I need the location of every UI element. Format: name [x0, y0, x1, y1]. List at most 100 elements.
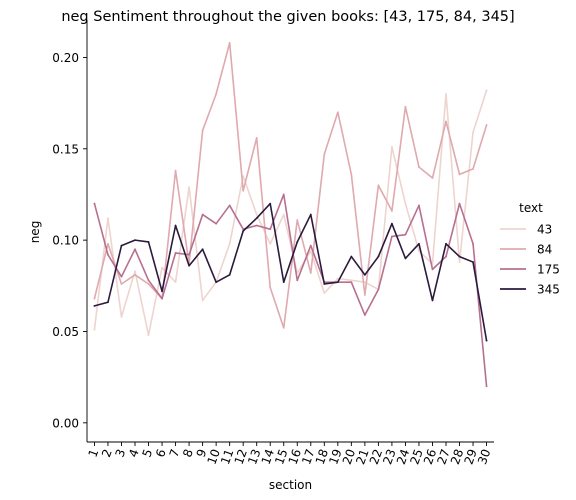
data-point-175-22 — [377, 288, 380, 291]
data-point-84-14 — [269, 286, 272, 289]
data-point-43-27 — [445, 93, 447, 95]
data-point-43-29 — [472, 131, 474, 134]
data-point-43-11 — [228, 242, 231, 245]
data-point-84-25 — [418, 166, 420, 168]
data-point-43-12 — [242, 175, 245, 178]
data-point-345-26 — [431, 299, 434, 302]
data-point-345-2 — [107, 301, 109, 304]
data-point-84-12 — [242, 189, 245, 192]
data-point-43-19 — [336, 277, 339, 280]
x-tick-label: 16 — [286, 447, 304, 466]
data-point-43-4 — [134, 270, 136, 273]
data-point-345-21 — [363, 273, 366, 276]
data-point-43-23 — [391, 146, 393, 148]
data-point-345-7 — [174, 224, 177, 227]
data-point-345-1 — [93, 305, 96, 307]
data-point-175-10 — [215, 222, 218, 225]
x-tick-label: 4 — [126, 447, 142, 459]
data-point-84-18 — [323, 153, 326, 156]
data-point-175-15 — [282, 193, 285, 196]
data-point-345-27 — [445, 242, 447, 245]
data-point-345-16 — [296, 241, 299, 243]
data-point-175-29 — [472, 242, 474, 245]
data-point-345-8 — [188, 264, 190, 267]
data-point-43-9 — [201, 299, 204, 302]
data-point-175-2 — [107, 253, 109, 256]
x-tick-label: 20 — [340, 447, 358, 466]
data-point-345-5 — [147, 241, 150, 243]
data-point-345-10 — [215, 281, 218, 284]
x-tick-label: 13 — [245, 447, 263, 466]
x-tick-label: 23 — [380, 447, 398, 466]
data-point-84-27 — [445, 120, 447, 123]
data-point-43-1 — [93, 328, 96, 331]
x-tick-label: 9 — [194, 447, 210, 459]
y-tick-label: 0.00 — [52, 416, 79, 430]
data-point-345-28 — [458, 255, 461, 258]
series-layer — [93, 41, 488, 388]
x-tick-label: 14 — [259, 447, 277, 466]
data-point-43-21 — [363, 281, 366, 284]
data-point-345-29 — [472, 261, 474, 263]
x-tick-label: 2 — [99, 447, 115, 459]
x-tick-label: 6 — [153, 447, 169, 459]
data-point-84-30 — [485, 124, 488, 126]
data-point-84-16 — [296, 219, 299, 221]
data-point-84-28 — [458, 173, 461, 176]
x-tick-label: 27 — [434, 447, 452, 466]
data-point-175-23 — [391, 235, 393, 238]
data-point-43-3 — [120, 315, 123, 318]
x-tick-label: 29 — [461, 447, 479, 466]
y-tick-label: 0.10 — [52, 234, 79, 248]
data-point-175-4 — [134, 248, 136, 251]
data-point-84-19 — [336, 111, 339, 114]
data-point-175-7 — [174, 252, 177, 254]
data-point-84-21 — [363, 294, 366, 296]
x-tick-label: 18 — [313, 447, 331, 466]
data-point-175-30 — [485, 385, 488, 388]
data-point-84-3 — [120, 283, 123, 285]
x-tick-label: 19 — [326, 447, 344, 466]
axes: 0.000.050.100.150.2012345678910111213141… — [52, 20, 494, 466]
data-point-84-29 — [472, 167, 474, 170]
data-point-175-16 — [296, 279, 299, 282]
data-point-84-24 — [404, 105, 407, 108]
data-point-345-19 — [336, 281, 339, 284]
data-point-345-9 — [201, 248, 204, 251]
data-point-84-4 — [134, 273, 136, 276]
x-tick-label: 25 — [407, 447, 425, 466]
legend-label-43: 43 — [537, 223, 552, 237]
data-point-345-11 — [228, 273, 231, 276]
data-point-175-17 — [309, 244, 312, 247]
series-line-43 — [93, 89, 488, 336]
data-point-175-28 — [458, 202, 461, 205]
data-point-84-7 — [174, 169, 177, 172]
data-point-43-17 — [309, 250, 312, 253]
data-point-84-1 — [93, 297, 96, 300]
chart-title: neg Sentiment throughout the given books… — [61, 9, 514, 25]
data-point-84-10 — [215, 93, 218, 95]
data-point-345-3 — [120, 244, 123, 247]
x-tick-label: 26 — [421, 447, 439, 466]
x-tick-label: 21 — [353, 447, 371, 466]
y-tick-label: 0.05 — [52, 325, 79, 339]
data-point-345-6 — [161, 290, 163, 293]
data-point-43-24 — [404, 202, 407, 205]
data-point-84-22 — [377, 184, 380, 187]
data-point-43-2 — [107, 217, 109, 220]
y-axis-label: neg — [28, 221, 42, 244]
x-tick-label: 22 — [367, 447, 385, 466]
series-line-175 — [93, 193, 488, 388]
data-point-345-20 — [350, 255, 353, 258]
data-point-43-20 — [350, 279, 353, 282]
legend-label-345: 345 — [537, 283, 560, 297]
data-point-175-1 — [93, 202, 96, 205]
data-point-345-23 — [391, 222, 393, 225]
y-tick-label: 0.20 — [52, 51, 79, 65]
data-point-43-8 — [188, 186, 190, 189]
x-tick-label: 5 — [140, 447, 156, 459]
data-point-84-11 — [228, 41, 231, 44]
x-tick-label: 8 — [180, 447, 196, 459]
series-line-84 — [93, 42, 488, 329]
legend: text 43 84 175 345 — [500, 201, 560, 297]
